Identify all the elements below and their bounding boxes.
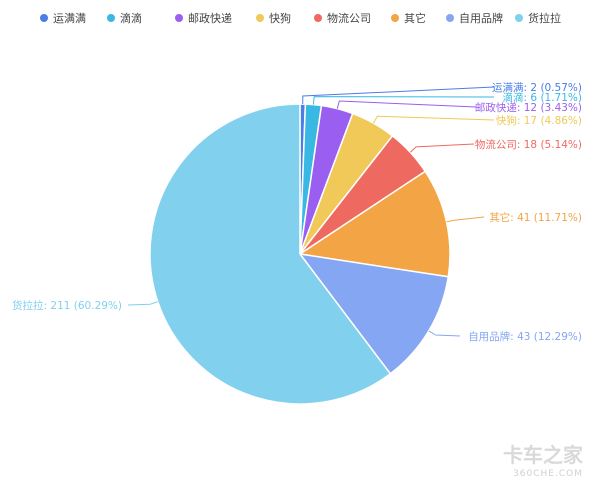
legend-marker bbox=[40, 14, 48, 22]
pie-slice[interactable] bbox=[297, 170, 451, 278]
legend-marker bbox=[446, 14, 454, 22]
legend-marker bbox=[175, 14, 183, 22]
legend-label: 邮政快递 bbox=[188, 11, 232, 25]
slice-label: 其它: 41 (11.71%) bbox=[489, 211, 582, 224]
slice-label: 快狗: 17 (4.86%) bbox=[496, 114, 582, 127]
legend-label: 快狗 bbox=[269, 12, 291, 25]
label-leader-lines bbox=[127, 86, 495, 337]
legend-marker bbox=[391, 14, 399, 22]
legend-marker bbox=[107, 14, 115, 22]
slice-label: 货拉拉: 211 (60.29%) bbox=[12, 299, 122, 312]
watermark-logo-text: 卡车之家 bbox=[503, 443, 584, 467]
legend-item[interactable]: 快狗 bbox=[256, 12, 291, 25]
legend-item[interactable]: 邮政快递 bbox=[175, 11, 232, 25]
slice-label: 自用品牌: 43 (12.29%) bbox=[468, 330, 582, 343]
leader-line bbox=[428, 330, 461, 337]
leader-line bbox=[302, 86, 495, 105]
legend-label: 自用品牌 bbox=[459, 11, 503, 25]
legend-label: 滴滴 bbox=[120, 11, 142, 25]
legend-marker bbox=[256, 14, 264, 22]
legend-item[interactable]: 其它 bbox=[391, 11, 426, 25]
pie-slices bbox=[149, 103, 451, 405]
legend-marker bbox=[314, 14, 322, 22]
leader-line bbox=[372, 115, 495, 124]
legend-label: 货拉拉 bbox=[528, 11, 561, 25]
legend-item[interactable]: 物流公司 bbox=[314, 11, 371, 25]
leader-line bbox=[446, 216, 485, 223]
leader-line bbox=[312, 96, 495, 105]
legend-item[interactable]: 滴滴 bbox=[107, 11, 142, 25]
slice-label: 物流公司: 18 (5.14%) bbox=[475, 138, 582, 151]
watermark: 卡车之家 360CHE.COM bbox=[503, 443, 584, 479]
slice-label: 滴滴: 6 (1.71%) bbox=[503, 91, 582, 104]
leader-line bbox=[336, 100, 477, 109]
legend-marker bbox=[515, 14, 523, 22]
slice-labels: 运满满: 2 (0.57%)滴滴: 6 (1.71%)邮政快递: 12 (3.4… bbox=[12, 82, 582, 343]
slice-label: 运满满: 2 (0.57%) bbox=[492, 82, 582, 94]
leader-line bbox=[409, 143, 475, 153]
watermark-url-text: 360CHE.COM bbox=[513, 469, 583, 479]
leader-line bbox=[127, 301, 158, 306]
legend-item[interactable]: 运满满 bbox=[40, 12, 86, 25]
legend-item[interactable]: 货拉拉 bbox=[515, 11, 561, 25]
legend: 运满满 滴滴 邮政快递 快狗 物流公司 其它 自用品牌 货拉拉 bbox=[40, 11, 561, 25]
slice-label: 邮政快递: 12 (3.43%) bbox=[475, 101, 582, 114]
pie-slice[interactable] bbox=[298, 252, 450, 375]
legend-label: 其它 bbox=[404, 11, 426, 25]
legend-label: 运满满 bbox=[53, 12, 86, 25]
legend-label: 物流公司 bbox=[327, 11, 371, 25]
legend-item[interactable]: 自用品牌 bbox=[446, 11, 503, 25]
